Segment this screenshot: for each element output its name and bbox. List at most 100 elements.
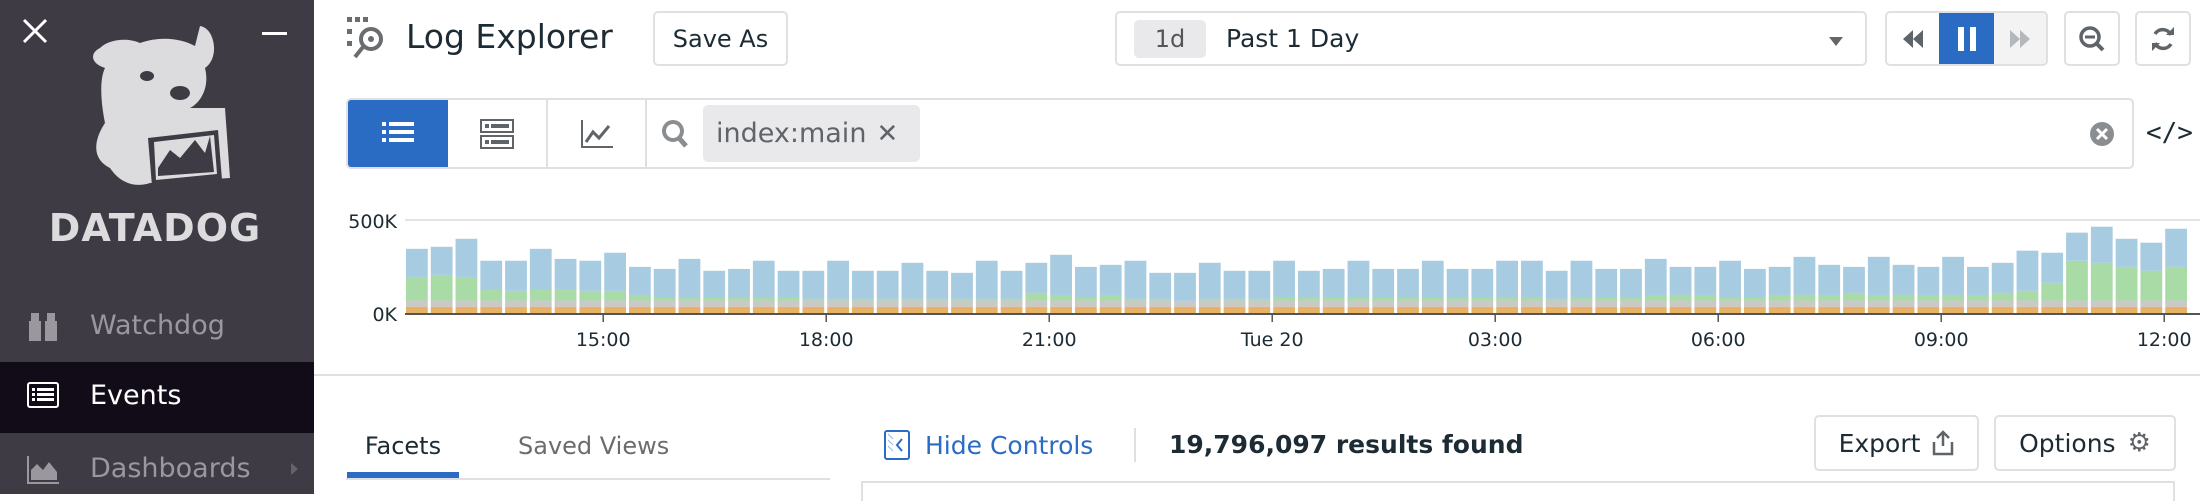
bar-segment xyxy=(876,298,899,301)
bar-segment xyxy=(1595,297,1618,301)
bar-segment xyxy=(1347,297,1370,301)
bar-segment xyxy=(1521,297,1543,301)
bar-segment xyxy=(1867,294,1890,301)
bar-segment xyxy=(901,300,924,307)
save-as-button[interactable]: Save As xyxy=(653,11,788,66)
log-volume-chart[interactable]: 0K 500K 15:00 18:00 21:00 Tue 20 03:00 06:00 09:… xyxy=(340,200,2200,360)
bar-segment xyxy=(1620,268,1642,298)
bar-segment xyxy=(604,306,626,313)
x-tick-label: 03:00 xyxy=(1468,329,1523,351)
bar-segment xyxy=(777,300,800,307)
bar-segment xyxy=(1595,306,1618,313)
bar-segment xyxy=(1471,268,1494,298)
bar-segment xyxy=(1843,292,1865,301)
bar-segment xyxy=(2090,306,2113,313)
bar-segment xyxy=(1000,298,1023,301)
timeseries-view-button[interactable] xyxy=(548,100,647,167)
refresh-button[interactable] xyxy=(2135,11,2191,66)
bar-segment xyxy=(1967,266,1989,295)
bar-segment xyxy=(1446,297,1469,301)
bar-segment xyxy=(2041,282,2064,301)
bar-segment xyxy=(1768,294,1791,301)
bar-segment xyxy=(554,300,577,307)
bar-segment xyxy=(1124,260,1147,299)
bar-segment xyxy=(2016,300,2039,307)
bar-segment xyxy=(728,300,750,307)
bar-segment xyxy=(926,300,949,307)
sidebar-item-watchdog[interactable]: Watchdog xyxy=(0,300,314,362)
bar-segment xyxy=(2115,306,2138,313)
rewind-button[interactable] xyxy=(1887,13,1939,64)
bar-segment xyxy=(579,306,602,313)
bar-segment xyxy=(852,300,874,307)
bar-segment xyxy=(1075,266,1097,298)
bar-segment xyxy=(728,268,750,298)
bar-segment xyxy=(2041,300,2064,307)
bar-segment xyxy=(1421,300,1444,307)
bar-segment xyxy=(2165,306,2187,313)
bar-segment xyxy=(2115,266,2138,301)
bar-segment xyxy=(1025,300,1048,307)
time-chip: 1d xyxy=(1134,19,1206,58)
bar-segment xyxy=(777,270,800,298)
x-tick-label: 15:00 xyxy=(576,329,631,351)
bar-segment xyxy=(1545,270,1568,299)
tab-saved-views[interactable]: Saved Views xyxy=(518,426,669,478)
x-tick-label: Tue 20 xyxy=(1240,329,1304,351)
playback-controls xyxy=(1885,11,2048,66)
minimize-icon[interactable] xyxy=(262,32,287,35)
bar-segment xyxy=(1421,297,1444,301)
bar-segment xyxy=(926,298,949,301)
bar-segment xyxy=(703,306,726,313)
clear-search-icon[interactable] xyxy=(2072,100,2132,167)
pause-button[interactable] xyxy=(1939,13,1994,64)
bar-segment xyxy=(1471,306,1494,313)
y-tick-label: 500K xyxy=(348,211,397,233)
x-tick-label: 18:00 xyxy=(799,329,854,351)
pattern-view-button[interactable] xyxy=(448,100,548,167)
bar-segment xyxy=(1719,297,1741,301)
bar-segment xyxy=(406,300,428,307)
bar-segment xyxy=(1149,300,1172,307)
bar-segment xyxy=(1075,306,1097,313)
close-icon[interactable] xyxy=(18,14,52,48)
search-tag[interactable]: index:main ✕ xyxy=(703,105,920,162)
bar-segment xyxy=(1818,264,1841,295)
x-tick-label: 09:00 xyxy=(1914,329,1969,351)
sidebar-item-events[interactable]: Events xyxy=(0,362,314,433)
bar-segment xyxy=(1248,270,1271,299)
bar-segment xyxy=(554,306,577,313)
bar-segment xyxy=(1595,268,1618,298)
options-button[interactable]: Options ⚙ xyxy=(1994,415,2176,471)
bar-segment xyxy=(752,297,775,301)
bar-segment xyxy=(1273,300,1295,307)
bar-segment xyxy=(653,300,676,307)
bar-segment xyxy=(1025,292,1048,301)
bar-segment xyxy=(975,300,998,307)
bar-segment xyxy=(951,298,973,301)
bar-segment xyxy=(1372,306,1395,313)
list-view-button[interactable] xyxy=(348,100,448,167)
remove-tag-icon[interactable]: ✕ xyxy=(876,118,899,149)
bar-segment xyxy=(827,300,849,307)
bar-segment xyxy=(975,298,998,301)
bar-segment xyxy=(852,306,874,313)
bar-segment xyxy=(678,258,701,298)
search-tag-label: index:main xyxy=(716,118,867,149)
fast-forward-button[interactable] xyxy=(1994,13,2046,64)
save-as-label: Save As xyxy=(672,24,769,53)
sidebar-item-dashboards[interactable]: Dashboards xyxy=(0,433,314,494)
bar-segment xyxy=(1991,306,2014,313)
bar-segment xyxy=(1793,256,1816,295)
zoom-out-button[interactable] xyxy=(2064,11,2120,66)
hide-controls-button[interactable]: Hide Controls xyxy=(884,428,1093,462)
code-icon[interactable]: </> xyxy=(2146,118,2193,148)
time-range-select[interactable]: 1d Past 1 Day xyxy=(1115,11,1867,66)
export-button[interactable]: Export xyxy=(1814,415,1979,471)
bar-segment xyxy=(1570,306,1593,313)
search-input[interactable] xyxy=(920,100,2072,167)
bar-segment xyxy=(1421,260,1444,298)
tab-facets[interactable]: Facets xyxy=(347,426,459,478)
search-icon xyxy=(647,100,703,167)
results-panel xyxy=(861,481,2175,501)
